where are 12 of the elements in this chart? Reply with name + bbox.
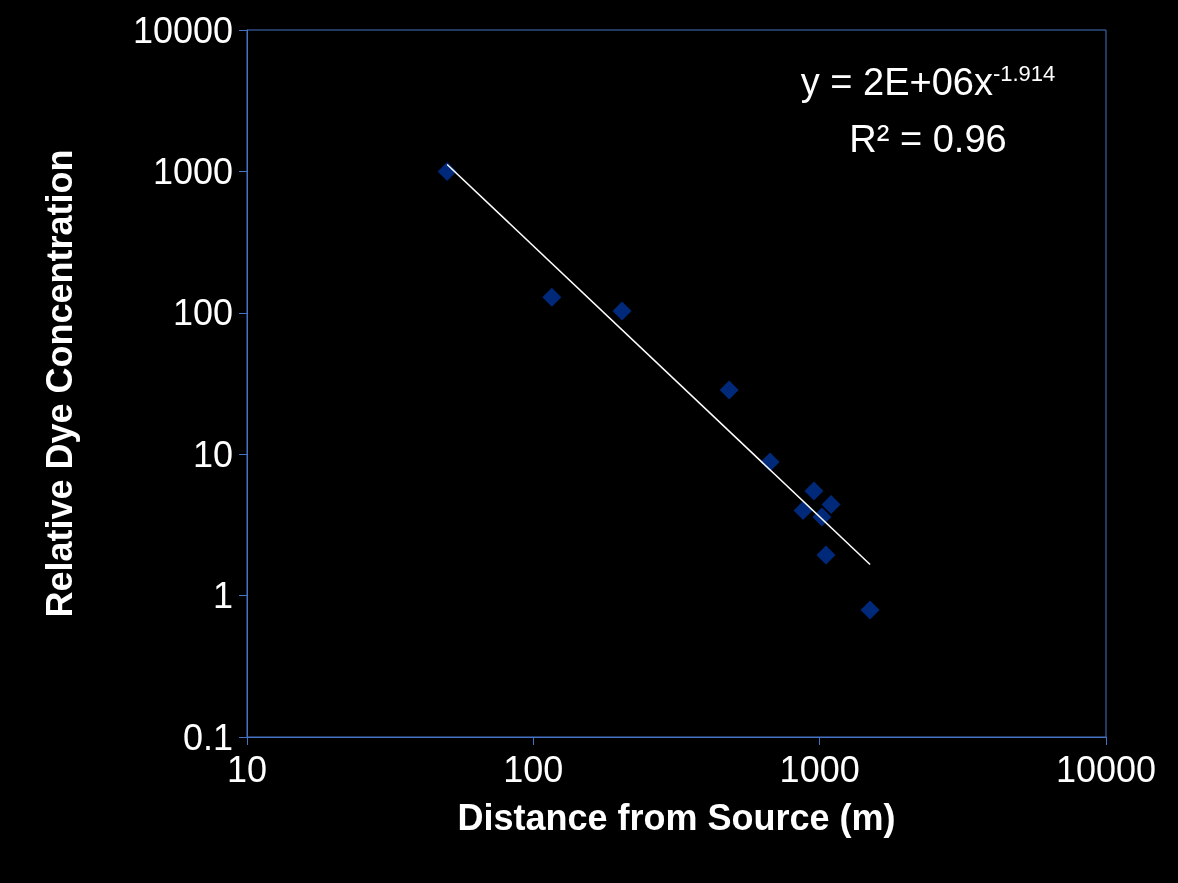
y-axis-title: Relative Dye Concentration — [38, 149, 80, 618]
annotation: R² = 0.96 — [849, 118, 1007, 160]
x-axis-title: Distance from Source (m) — [457, 796, 896, 838]
y-tick-label: 10 — [192, 433, 233, 475]
y-tick-label: 0.1 — [182, 716, 233, 758]
y-tick-label: 1000 — [152, 150, 233, 192]
x-tick-label: 100 — [503, 748, 564, 790]
x-tick-label: 1000 — [779, 748, 860, 790]
y-tick-label: 10000 — [132, 9, 233, 51]
x-tick-label: 10000 — [1055, 748, 1157, 790]
y-tick-label: 1 — [212, 575, 233, 617]
y-tick-label: 100 — [172, 292, 233, 334]
